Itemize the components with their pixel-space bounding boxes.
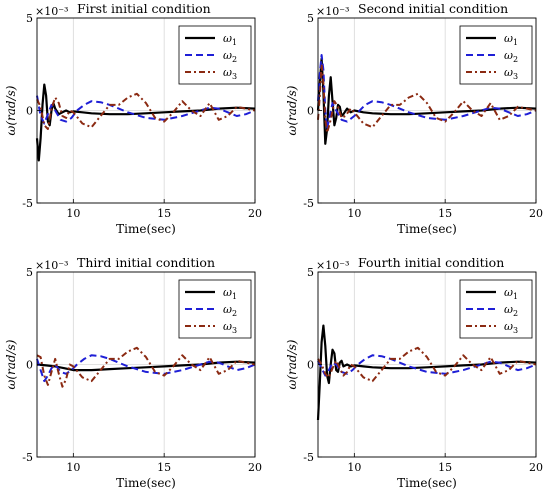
series-line-w1 [316, 57, 537, 145]
y-tick-label: 5 [307, 12, 314, 25]
legend-label-w2: ω2 [223, 303, 237, 318]
x-tick-label: 15 [438, 207, 452, 220]
legend-label-w2: ω2 [223, 49, 237, 64]
legend-symbol: ω [504, 286, 513, 299]
legend-label-w3: ω3 [504, 66, 518, 81]
x-tick-label: 15 [157, 461, 171, 474]
chart-panel-3: 10 15 20 -5 0 5×10⁻³ Third initial condition Ti… [4, 255, 262, 490]
legend-label-w3: ω3 [223, 320, 237, 335]
legend-symbol: ω [223, 320, 232, 333]
series-line-w1 [316, 324, 537, 421]
legend-symbol: ω [504, 32, 513, 45]
y-tick-label: 0 [307, 105, 314, 118]
legend-symbol: ω [223, 303, 232, 316]
legend-label-w3: ω3 [504, 320, 518, 335]
legend-label-w1: ω1 [504, 32, 518, 47]
axis-multiplier: ×10⁻³ [35, 5, 68, 18]
y-axis-label: ω(rad/s) [4, 339, 18, 389]
legend-subscript: 2 [232, 55, 237, 64]
axis-multiplier: ×10⁻³ [316, 259, 349, 272]
y-tick-label: -5 [22, 451, 33, 464]
chart-panel-2: 10 15 20 -5 0 5×10⁻³ Second initial condition T… [285, 1, 543, 236]
axis-multiplier: ×10⁻³ [35, 259, 68, 272]
legend-label-w2: ω2 [504, 49, 518, 64]
legend-symbol: ω [223, 49, 232, 62]
x-tick-label: 15 [438, 461, 452, 474]
axis-multiplier: ×10⁻³ [316, 5, 349, 18]
y-tick-label: -5 [22, 197, 33, 210]
series-line-w2 [36, 95, 256, 125]
series-line-w1 [36, 360, 256, 372]
series-line-w2 [317, 54, 537, 130]
chart-title: Third initial condition [77, 255, 215, 270]
legend-symbol: ω [223, 286, 232, 299]
x-tick-label: 10 [66, 207, 80, 220]
series-line-w3 [36, 92, 256, 130]
legend-subscript: 2 [513, 309, 518, 318]
legend-label-w2: ω2 [504, 303, 518, 318]
y-tick-label: -5 [303, 197, 314, 210]
series-line-w3 [36, 346, 256, 388]
x-tick-label: 20 [248, 207, 262, 220]
legend-subscript: 3 [513, 72, 518, 81]
legend-subscript: 1 [513, 38, 518, 47]
legend-subscript: 1 [513, 292, 518, 301]
series-line-w3 [317, 63, 537, 134]
x-tick-label: 10 [347, 207, 361, 220]
x-axis-label: Time(sec) [397, 476, 457, 490]
y-tick-label: 0 [307, 359, 314, 372]
series-line-w1 [35, 83, 256, 162]
y-axis-label: ω(rad/s) [285, 85, 299, 135]
y-tick-label: 5 [307, 266, 314, 279]
legend-symbol: ω [504, 66, 513, 79]
y-axis-label: ω(rad/s) [4, 85, 18, 135]
legend-subscript: 3 [232, 72, 237, 81]
legend-symbol: ω [223, 66, 232, 79]
legend-subscript: 3 [513, 326, 518, 335]
chart-title: First initial condition [77, 1, 211, 16]
y-tick-label: 5 [26, 12, 33, 25]
series-line-w2 [36, 354, 256, 383]
x-tick-label: 20 [529, 207, 543, 220]
x-tick-label: 20 [248, 461, 262, 474]
x-tick-label: 15 [157, 207, 171, 220]
legend-subscript: 3 [232, 326, 237, 335]
series-line-w2 [317, 354, 537, 377]
x-tick-label: 10 [66, 461, 80, 474]
y-tick-label: 5 [26, 266, 33, 279]
x-tick-label: 20 [529, 461, 543, 474]
y-tick-label: 0 [26, 105, 33, 118]
legend-subscript: 1 [232, 292, 237, 301]
chart-title: Fourth initial condition [358, 255, 504, 270]
x-tick-label: 10 [347, 461, 361, 474]
legend-symbol: ω [504, 320, 513, 333]
legend-subscript: 2 [513, 55, 518, 64]
y-tick-label: -5 [303, 451, 314, 464]
y-axis-label: ω(rad/s) [285, 339, 299, 389]
legend-label-w1: ω1 [223, 286, 237, 301]
x-axis-label: Time(sec) [116, 476, 176, 490]
chart-title: Second initial condition [358, 1, 508, 16]
x-axis-label: Time(sec) [397, 222, 457, 236]
chart-panel-1: 10 15 20 -5 0 5×10⁻³ First initial condition Ti… [4, 1, 262, 236]
legend-symbol: ω [223, 32, 232, 45]
legend-label-w1: ω1 [223, 32, 237, 47]
x-axis-label: Time(sec) [116, 222, 176, 236]
legend-label-w1: ω1 [504, 286, 518, 301]
chart-panel-4: 10 15 20 -5 0 5×10⁻³ Fourth initial condition T… [285, 255, 543, 490]
legend-symbol: ω [504, 303, 513, 316]
legend-subscript: 1 [232, 38, 237, 47]
legend-subscript: 2 [232, 309, 237, 318]
y-tick-label: 0 [26, 359, 33, 372]
legend-symbol: ω [504, 49, 513, 62]
legend-label-w3: ω3 [223, 66, 237, 81]
series-line-w3 [317, 346, 537, 383]
legend-box [178, 25, 252, 85]
